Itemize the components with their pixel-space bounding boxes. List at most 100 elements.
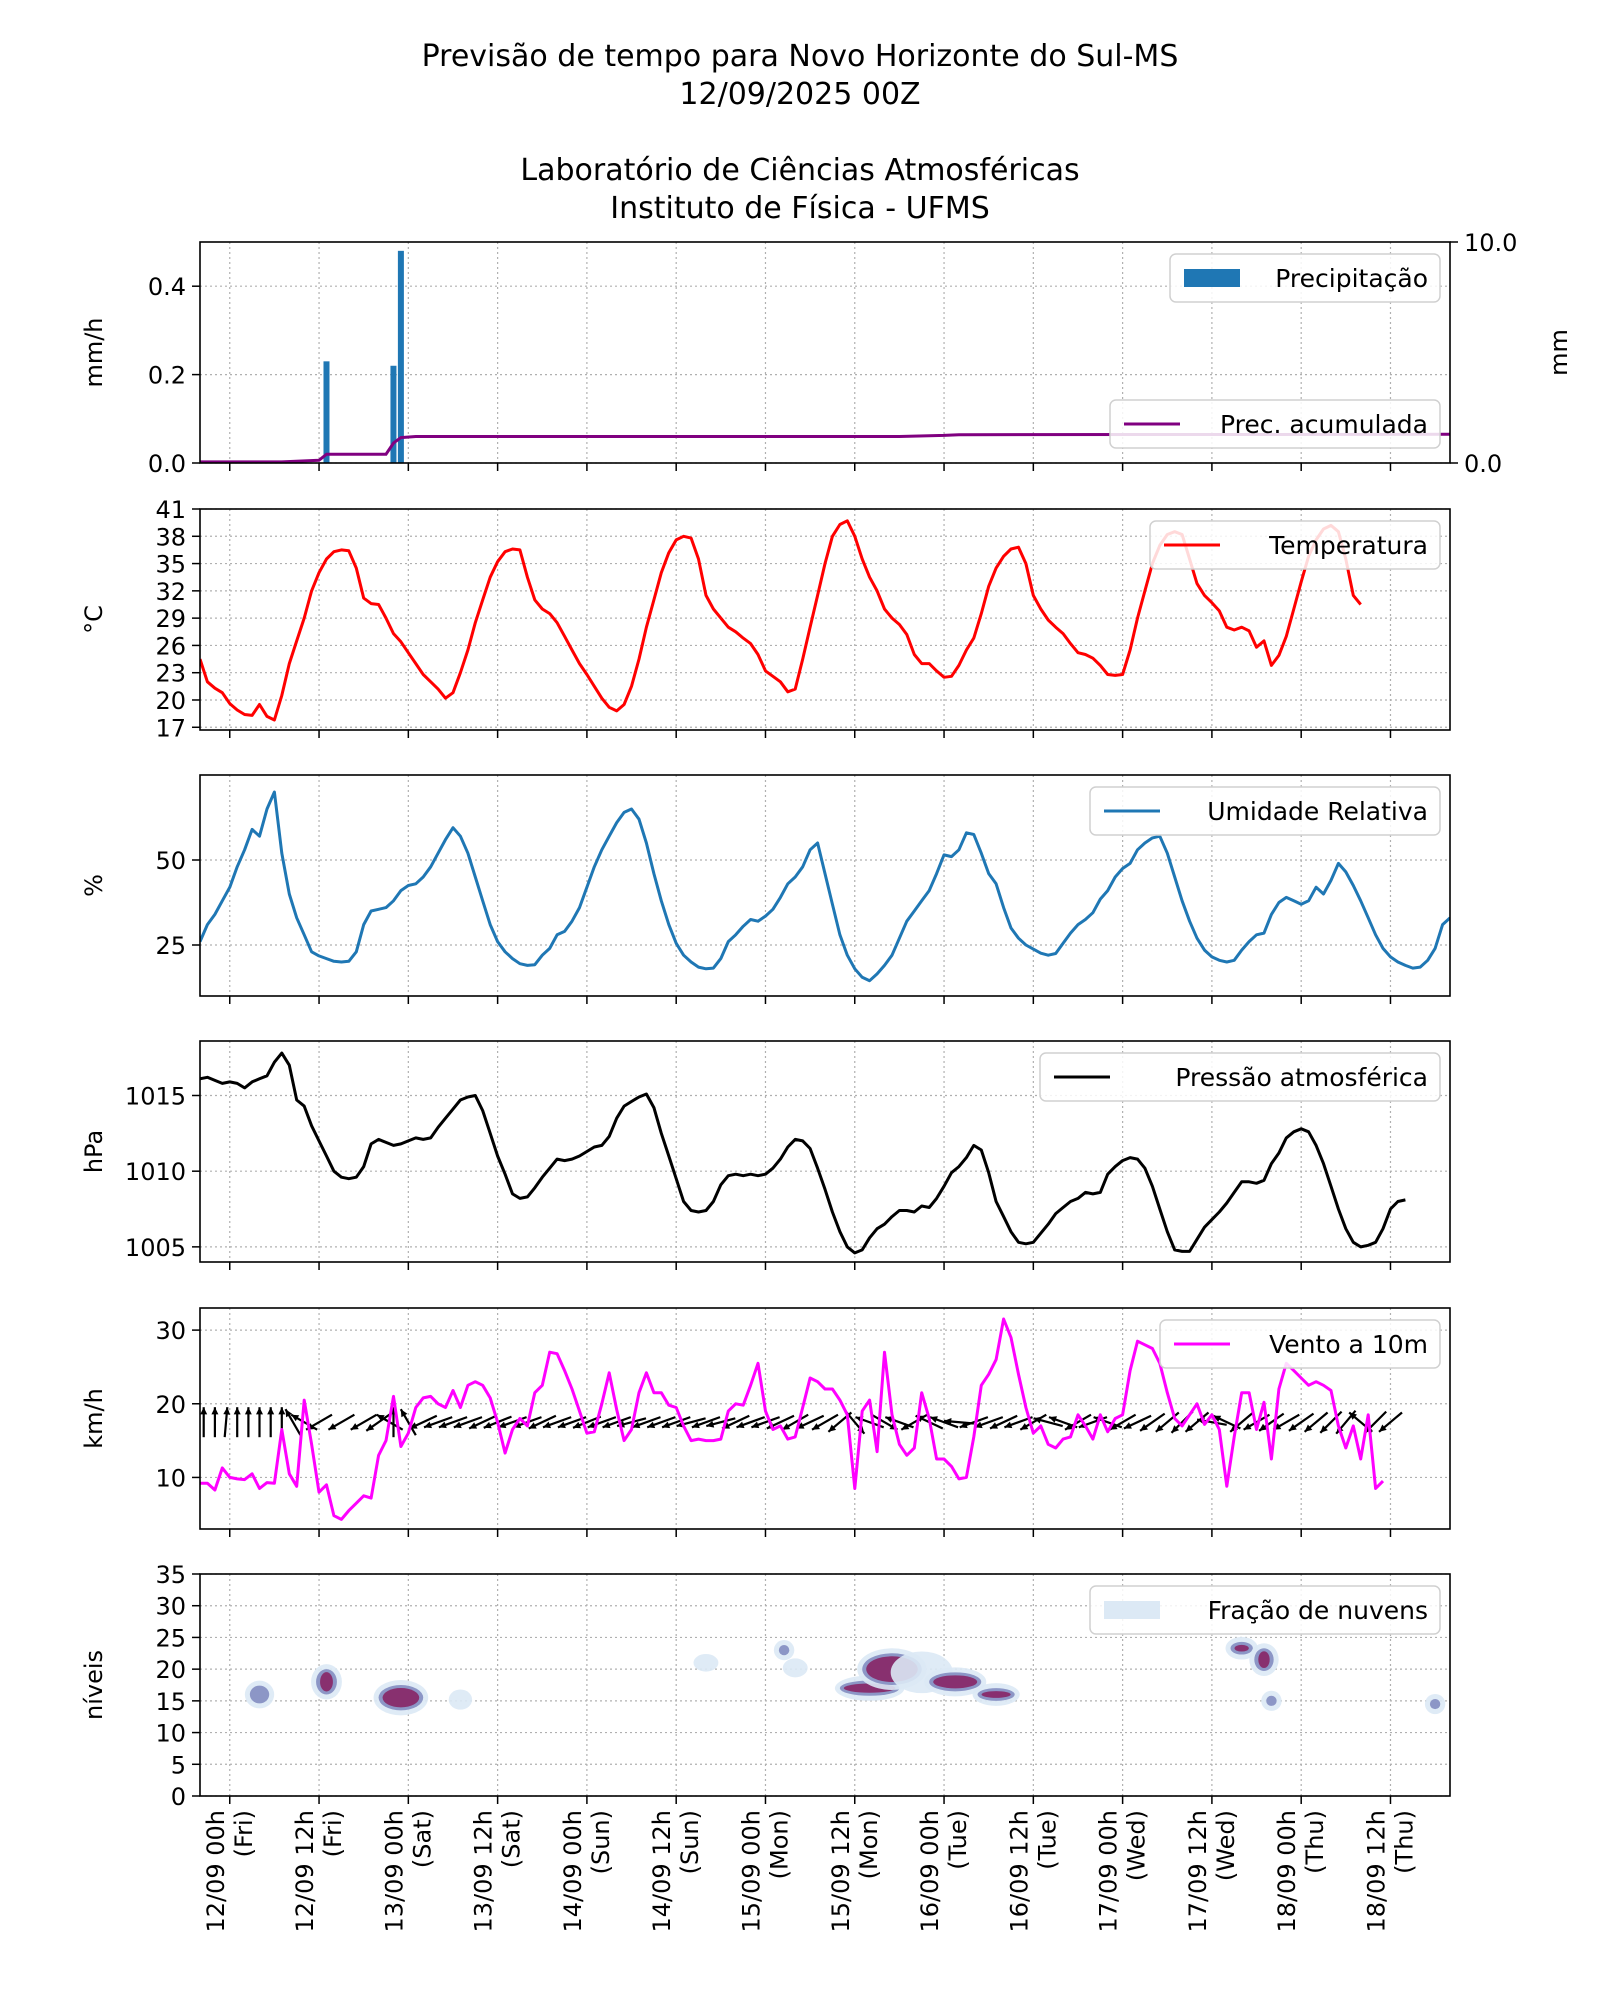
y-tick-label: 0.4: [148, 273, 186, 301]
x-tick-label-date: 14/09 00h: [559, 1810, 587, 1933]
wind-vector: [900, 1413, 928, 1431]
legend-box: [1039, 1052, 1441, 1102]
x-tick-label-date: 13/09 00h: [380, 1810, 408, 1933]
wind-vector-head: [1155, 1424, 1164, 1432]
wind-vector-head: [483, 1421, 492, 1429]
cloud-blob: [373, 1680, 429, 1716]
wind-vector-head: [1065, 1423, 1073, 1430]
wind-vector-head: [1171, 1425, 1180, 1433]
wind-vector: [1319, 1410, 1343, 1434]
wind-vector-head: [350, 1423, 359, 1430]
wind-vector-head: [691, 1421, 700, 1429]
x-tick-label-date: 17/09 00h: [1095, 1810, 1123, 1933]
x-tick-label-date: 13/09 12h: [470, 1810, 498, 1933]
x-tick-label-day: (Wed): [1123, 1810, 1151, 1881]
cloud-blob: [1249, 1643, 1279, 1677]
legend-box: [1089, 786, 1441, 836]
wind-vector: [631, 1416, 661, 1429]
y-axis-label: hPa: [80, 1130, 108, 1173]
cloud-blob-core: [1258, 1651, 1270, 1669]
panel-precipitation: 0.0 0.2 0.4 mm/h 0.0 10.0 mm Precipitação Prec. …: [80, 229, 1573, 478]
y-tick-label: 26: [155, 632, 186, 660]
wind-vector-head: [1185, 1424, 1194, 1432]
wind-vector-head: [424, 1421, 432, 1429]
cloud-blob-core: [981, 1691, 1011, 1698]
x-tick-label-day: (Wed): [1212, 1810, 1240, 1881]
x-tick-label-date: 16/09 00h: [916, 1810, 944, 1933]
y2-tick-label: 0.0: [1464, 450, 1502, 478]
axes-frame: [199, 774, 1451, 997]
wind-vector-head: [223, 1407, 231, 1415]
y-tick-label: 30: [155, 1593, 186, 1621]
y-axis-label: mm/h: [80, 317, 108, 387]
y-tick-label: 29: [155, 605, 186, 633]
wind-vector-head: [1123, 1422, 1132, 1429]
y-tick-label: 20: [155, 1391, 186, 1419]
x-tick-label-day: (Fri): [319, 1810, 347, 1857]
wind-vector-head: [211, 1407, 219, 1415]
wind-vector-head: [1109, 1423, 1118, 1430]
x-tick-label-date: 15/09 12h: [827, 1810, 855, 1933]
legend-label: Pressão atmosférica: [1175, 1063, 1428, 1092]
legend-label: Temperatura: [1268, 531, 1428, 560]
x-tick-label-date: 12/09 12h: [291, 1810, 319, 1933]
wind-vector-head: [662, 1421, 671, 1429]
wind-vector: [1303, 1411, 1329, 1433]
panel-clouds: 0 5 10 15 20 25 30 35 níveis Fração de nuvens: [80, 1561, 1451, 1811]
y-tick-label: 0.0: [148, 450, 186, 478]
y-tick-label: 25: [155, 932, 186, 960]
y-tick-label: 17: [155, 714, 186, 742]
wind-vector-head: [1379, 1424, 1387, 1432]
subtitle-line-1: Laboratório de Ciências Atmosféricas: [520, 153, 1079, 188]
cloud-blob-outer: [448, 1689, 473, 1710]
wind-vector: [542, 1416, 572, 1429]
cloud-blob: [1225, 1636, 1258, 1660]
wind-vector-head: [1033, 1416, 1042, 1424]
y-tick-label: 10: [155, 1720, 186, 1748]
pressure-line: [200, 1051, 1406, 1255]
axes-frame: [199, 508, 1451, 731]
x-tick-label-day: (Mon): [855, 1810, 883, 1879]
precipitation-bar: [397, 250, 404, 463]
wind-vector-head: [782, 1423, 791, 1430]
y-tick-label: 20: [155, 687, 186, 715]
wind-vector: [327, 1413, 355, 1431]
wind-vector: [200, 1407, 208, 1438]
y-tick-label: 5: [171, 1751, 186, 1779]
wind-vector-head: [528, 1422, 537, 1429]
y-tick-label: 0: [171, 1783, 186, 1811]
wind-vector: [1064, 1413, 1092, 1431]
wind-vector: [423, 1416, 453, 1429]
wind-vector-head: [376, 1414, 385, 1422]
wind-vector: [691, 1416, 721, 1429]
wind-vector: [256, 1407, 263, 1438]
x-tick-label-date: 18/09 00h: [1273, 1810, 1301, 1933]
cloud-blob-mid: [249, 1685, 270, 1704]
wind-vector-head: [706, 1420, 715, 1428]
wind-vector: [438, 1416, 468, 1429]
wind-vector: [233, 1407, 241, 1438]
cloud-blob-core: [320, 1672, 333, 1692]
precipitation-bar: [390, 365, 397, 463]
y-tick-label: 35: [155, 1561, 186, 1589]
axes-frame: [199, 1040, 1451, 1263]
subtitle-line-2: Instituto de Física - UFMS: [610, 191, 990, 226]
wind-vector-head: [278, 1407, 286, 1415]
wind-vector-head: [200, 1407, 208, 1415]
y-tick-label: 0.2: [148, 362, 186, 390]
y-tick-label: 1005: [125, 1234, 186, 1262]
wind-vector: [1109, 1413, 1137, 1431]
x-tick-label-day: (Mon): [765, 1810, 793, 1879]
wind-vector-head: [901, 1423, 910, 1430]
wind-vector-head: [930, 1416, 938, 1423]
cloud-blob: [782, 1658, 808, 1678]
legend-label: Prec. acumulada: [1220, 410, 1428, 439]
wind-vector: [811, 1413, 839, 1431]
cloud-blob: [1424, 1693, 1446, 1715]
wind-vector: [267, 1407, 275, 1438]
wind-vector-head: [1020, 1423, 1029, 1430]
y-axis-label: níveis: [80, 1650, 108, 1720]
x-tick-label-day: (Sat): [498, 1810, 526, 1868]
plot-area-wind: [200, 1317, 1403, 1521]
